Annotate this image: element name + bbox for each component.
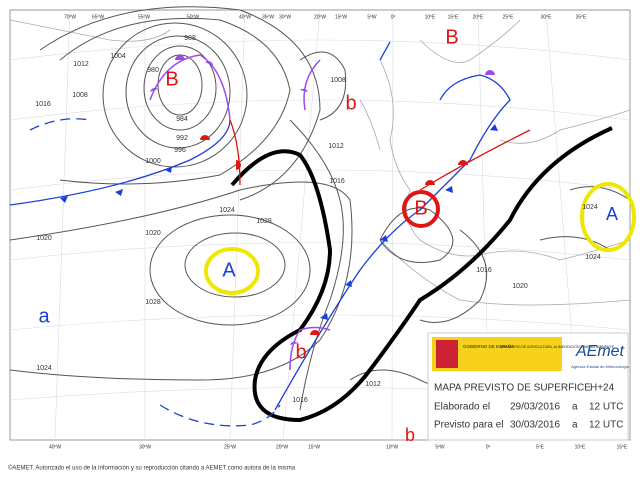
isobar-label: 1004 <box>110 53 126 60</box>
pressure-center: B <box>414 197 427 219</box>
isobar-label: 1016 <box>35 101 51 108</box>
longitude-label: 5ºW <box>367 14 377 20</box>
isobar-label: 1020 <box>512 283 528 290</box>
isobar-label: 980 <box>147 67 159 74</box>
isobars <box>9 6 631 411</box>
longitude-label: 25ºE <box>503 14 514 20</box>
longitude-label: 55ºW <box>138 14 150 20</box>
longitude-label: 25ºW <box>224 444 236 450</box>
map-labels: 70ºW 65ºW 55ºW 50ºW 40ºW 35ºW 30ºW 20ºW 15ºW 5ºW 0… <box>35 14 628 450</box>
isobar-label: 1012 <box>365 381 381 388</box>
longitude-label: 35ºE <box>576 14 587 20</box>
coastlines <box>9 19 631 306</box>
pressure-center: b <box>345 92 356 114</box>
trough-line <box>230 126 613 423</box>
longitude-label: 20ºW <box>314 14 326 20</box>
longitude-label: 20ºE <box>473 14 484 20</box>
isobar-label: 1000 <box>145 158 161 165</box>
isobar-label: 1008 <box>330 77 346 84</box>
longitude-label: 30ºE <box>541 14 552 20</box>
pressure-center: A <box>222 259 236 281</box>
isobar-label: 1016 <box>476 267 492 274</box>
longitude-label: 0º <box>391 14 396 20</box>
high-highlight <box>204 247 260 295</box>
isobar-label: 1020 <box>36 235 52 242</box>
info-box: GOBIERNO DE ESPAÑA MINISTERIO DE AGRICUL… <box>427 332 630 441</box>
government-label: GOBIERNO DE ESPAÑA <box>463 343 514 349</box>
longitude-label: 5ºE <box>536 444 545 450</box>
isobar-label: 1028 <box>145 299 161 306</box>
low-highlight <box>402 190 440 228</box>
isobar-label: 984 <box>176 116 188 123</box>
longitude-label: 10ºE <box>575 444 586 450</box>
longitude-label: 15ºE <box>448 14 459 20</box>
longitude-label: 50ºW <box>187 14 199 20</box>
isobar-label: 1024 <box>36 365 52 372</box>
longitude-label: 10ºW <box>386 444 398 450</box>
made-time: 12 UTC <box>589 402 623 413</box>
pressure-center: b <box>295 341 306 363</box>
map-title: MAPA PREVISTO DE SUPERFICE <box>434 383 591 394</box>
fronts <box>9 41 531 427</box>
longitude-label: 15ºE <box>617 444 628 450</box>
longitude-label: 0º <box>486 444 491 450</box>
isobar-label: 1020 <box>145 230 161 237</box>
ministry-label: MINISTERIO DE AGRICULTURA, ALIMENTACIÓN … <box>500 344 615 349</box>
made-at: a <box>572 402 578 413</box>
pressure-center: a <box>38 305 50 327</box>
aemet-logo: AEmet <box>575 343 625 360</box>
isobar-label: 1012 <box>328 143 344 150</box>
longitude-label: 65ºW <box>92 14 104 20</box>
longitude-label: 40ºW <box>239 14 251 20</box>
pressure-center: B <box>445 26 458 48</box>
longitude-label: 35ºW <box>262 14 274 20</box>
valid-date: 30/03/2016 <box>510 420 560 431</box>
pressure-center: B <box>165 68 178 90</box>
valid-label: Previsto para el <box>434 420 503 431</box>
longitude-label: 5ºW <box>435 444 445 450</box>
longitude-label: 10ºE <box>425 14 436 20</box>
high-highlight <box>580 182 636 252</box>
longitude-label: 30ºW <box>279 14 291 20</box>
longitude-label: 40ºW <box>49 444 61 450</box>
isobar-label: 1008 <box>72 92 88 99</box>
isobar-label: 1028 <box>256 218 272 225</box>
isobar-label: 1012 <box>73 61 89 68</box>
longitude-label: 20ºW <box>276 444 288 450</box>
pressure-center: A <box>606 204 618 224</box>
copyright-footer: ©AEMET. Autorizado el uso de la informac… <box>8 465 296 472</box>
agency-name: Agencia Estatal de Meteorología <box>571 364 630 369</box>
isobar-label: 988 <box>184 35 196 42</box>
made-label: Elaborado el <box>434 402 490 413</box>
forecast-step: H+24 <box>590 383 615 394</box>
longitude-label: 15ºW <box>335 14 347 20</box>
valid-at: a <box>572 420 578 431</box>
longitude-label: 30ºW <box>139 444 151 450</box>
graticule <box>9 9 631 441</box>
isobar-label: 1024 <box>585 254 601 261</box>
longitude-label: 15ºW <box>308 444 320 450</box>
longitude-label: 70ºW <box>64 14 76 20</box>
isobar-label: 1016 <box>292 397 308 404</box>
made-date: 29/03/2016 <box>510 402 560 413</box>
isobar-label: 992 <box>176 135 188 142</box>
coat-of-arms <box>436 340 458 368</box>
pressure-center: b <box>405 425 415 445</box>
isobar-label: 996 <box>174 147 186 154</box>
isobar-label: 1024 <box>219 207 235 214</box>
isobar-label: 1024 <box>582 204 598 211</box>
valid-time: 12 UTC <box>589 420 623 431</box>
isobar-label: 1016 <box>329 178 345 185</box>
